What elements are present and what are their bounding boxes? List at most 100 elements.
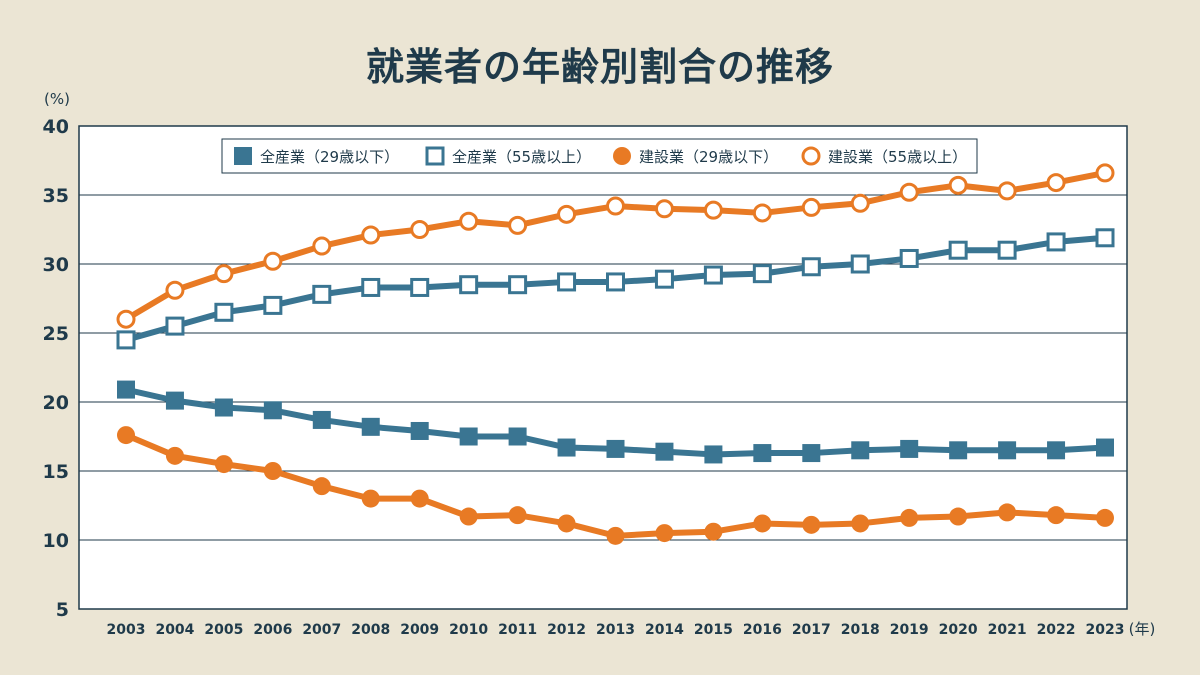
data-point xyxy=(263,295,283,315)
y-tick-label: 20 xyxy=(43,392,69,414)
data-point xyxy=(117,380,135,399)
legend-box xyxy=(221,138,978,174)
x-tick-label: 2021 xyxy=(988,622,1027,638)
data-point xyxy=(997,240,1017,260)
data-point xyxy=(850,193,870,213)
data-point xyxy=(410,489,429,508)
x-tick-label: 2016 xyxy=(743,622,782,638)
x-tick-label: 2013 xyxy=(596,622,635,638)
data-point xyxy=(557,272,577,292)
data-point xyxy=(508,427,527,446)
legend-marker xyxy=(613,147,631,165)
legend-item: 全産業（29歳以下） xyxy=(234,147,399,166)
legend-label: 全産業（29歳以下） xyxy=(260,148,399,166)
data-point xyxy=(361,225,381,245)
data-point xyxy=(900,439,919,458)
data-point xyxy=(410,220,430,239)
data-point xyxy=(508,275,528,295)
data-point xyxy=(1047,441,1066,460)
data-point xyxy=(606,272,625,292)
data-point xyxy=(117,426,135,445)
data-point xyxy=(899,248,919,268)
legend-item: 建設業（55歳以上） xyxy=(801,146,967,166)
data-point xyxy=(704,522,723,541)
x-tick-label: 2009 xyxy=(400,622,439,638)
x-tick-label: 2008 xyxy=(351,622,390,638)
data-point xyxy=(1046,232,1066,252)
data-point xyxy=(459,507,478,526)
series-0 xyxy=(117,380,1114,464)
y-tick-label: 5 xyxy=(56,599,69,621)
data-point xyxy=(948,240,968,260)
x-tick-label: 2005 xyxy=(204,622,243,638)
x-axis-unit: (年) xyxy=(1129,620,1156,638)
data-point xyxy=(459,427,478,446)
series-2 xyxy=(117,426,1114,545)
data-point xyxy=(851,514,870,533)
data-point xyxy=(214,455,233,474)
data-point xyxy=(165,280,185,300)
x-tick-label: 2018 xyxy=(841,622,880,638)
legend-label: 建設業（29歳以下） xyxy=(639,148,778,166)
series-1 xyxy=(116,228,1115,350)
data-point xyxy=(312,477,331,496)
y-tick-label: 40 xyxy=(43,116,69,138)
data-point xyxy=(116,309,136,329)
data-point xyxy=(165,391,184,410)
data-point xyxy=(753,514,772,533)
data-point xyxy=(654,199,674,219)
data-point xyxy=(654,269,674,289)
data-point xyxy=(899,182,919,202)
legend-marker xyxy=(234,147,252,165)
series-3 xyxy=(116,163,1115,329)
y-tick-label: 25 xyxy=(43,323,69,345)
data-point xyxy=(606,526,625,545)
data-point xyxy=(703,265,723,285)
y-tick-label: 15 xyxy=(43,461,69,483)
data-point xyxy=(949,441,968,460)
x-tick-label: 2019 xyxy=(890,622,929,638)
data-point xyxy=(851,441,870,460)
data-point xyxy=(948,175,968,195)
y-axis-unit: (%) xyxy=(44,90,70,108)
data-point xyxy=(703,200,723,220)
data-point xyxy=(410,277,430,297)
data-point xyxy=(165,446,184,465)
data-point xyxy=(655,442,674,461)
x-tick-label: 2006 xyxy=(253,622,292,638)
legend-label: 全産業（55歳以上） xyxy=(452,148,591,166)
data-point xyxy=(850,254,870,274)
data-point xyxy=(263,401,282,420)
chart-title: 就業者の年齢別割合の推移 xyxy=(365,45,834,89)
data-point xyxy=(1095,228,1115,248)
legend-marker xyxy=(425,146,445,166)
data-point xyxy=(214,398,233,417)
data-point xyxy=(998,503,1017,522)
x-tick-label: 2010 xyxy=(449,622,488,638)
data-point xyxy=(459,211,479,231)
data-point xyxy=(263,462,282,480)
plot-area xyxy=(78,125,1128,610)
x-tick-label: 2003 xyxy=(107,622,146,638)
y-tick-label: 30 xyxy=(43,254,69,276)
data-point xyxy=(900,508,919,527)
data-point xyxy=(557,514,576,533)
x-tick-label: 2020 xyxy=(939,622,978,638)
data-point xyxy=(312,284,332,304)
data-point xyxy=(997,181,1017,201)
legend-item: 全産業（55歳以上） xyxy=(425,146,591,166)
data-point xyxy=(508,506,527,525)
x-tick-label: 2011 xyxy=(498,622,537,638)
data-point xyxy=(361,277,381,297)
x-tick-label: 2023 xyxy=(1086,622,1125,638)
x-tick-label: 2015 xyxy=(694,622,733,638)
data-point xyxy=(949,507,968,526)
data-point xyxy=(361,417,380,436)
data-point xyxy=(704,445,723,464)
y-tick-label: 35 xyxy=(43,185,69,207)
data-point xyxy=(752,203,772,223)
legend-marker xyxy=(801,146,821,166)
data-point xyxy=(802,444,821,463)
